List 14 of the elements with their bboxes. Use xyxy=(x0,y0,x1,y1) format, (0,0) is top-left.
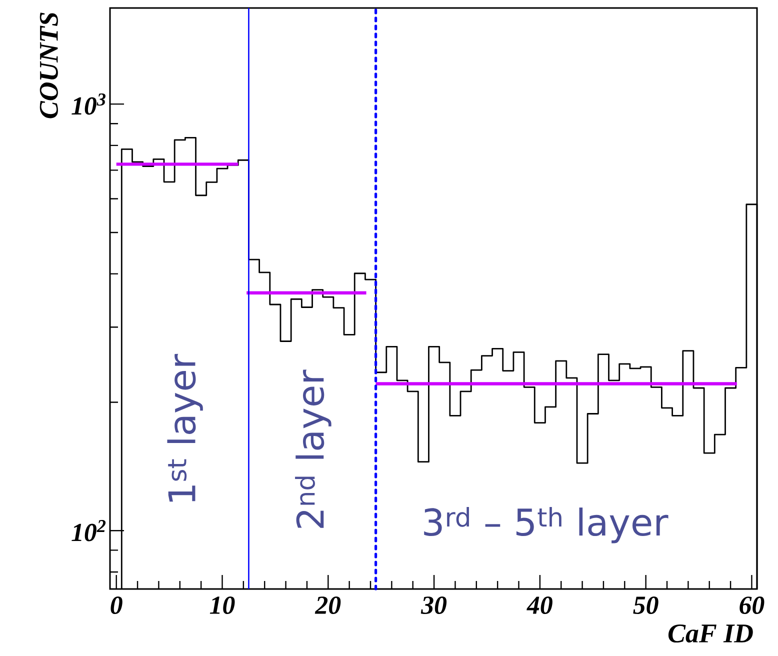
annotation: 3$^{rd}$ – 5$^{th}$ layer xyxy=(424,506,668,544)
x-tick-label: 20 xyxy=(314,596,341,614)
x-tick-label: 10 xyxy=(210,596,235,614)
x-axis-title: CaF ID xyxy=(668,624,753,643)
x-tick-label: 30 xyxy=(420,596,447,614)
y-tick-label: 10$^{2}$ xyxy=(72,520,106,542)
x-tick-label: 0 xyxy=(110,596,122,614)
x-tick-label: 40 xyxy=(526,596,552,614)
x-tick-label: 60 xyxy=(740,596,764,614)
annotation: 2$^{nd}$ layer xyxy=(295,370,332,528)
annotation: 1$^{st}$ layer xyxy=(167,354,203,502)
y-tick-label: 10$^{3}$ xyxy=(72,93,106,115)
y-axis-title: COUNTS xyxy=(40,12,58,118)
x-tick-label: 50 xyxy=(633,596,658,614)
